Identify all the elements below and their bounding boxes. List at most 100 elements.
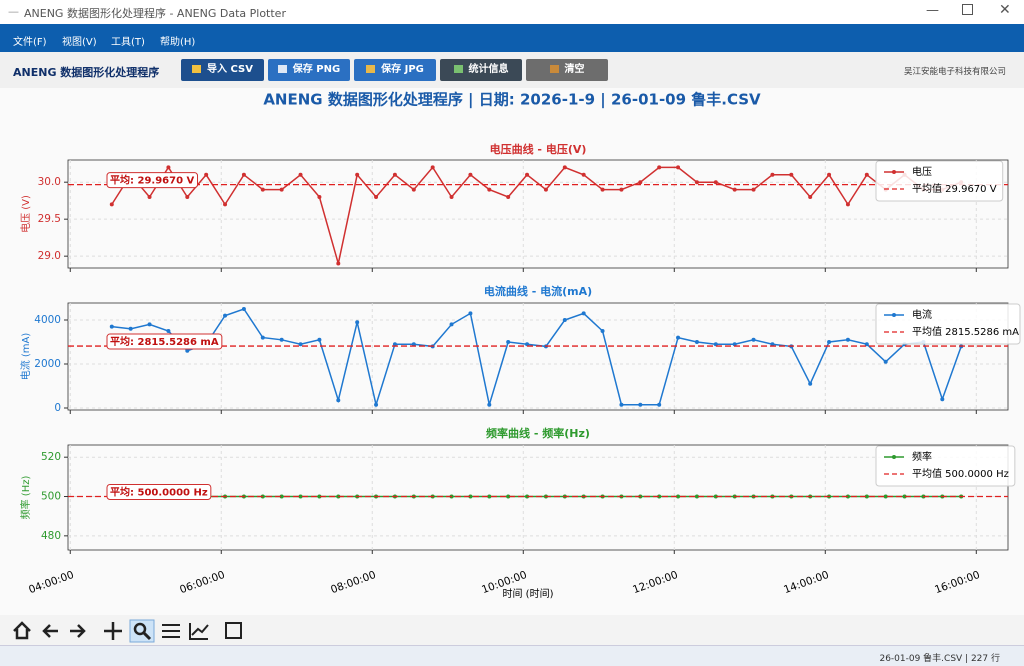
save-png-button[interactable]: 保存 PNG — [268, 59, 350, 81]
minimize-button[interactable]: — — [926, 3, 939, 18]
data-point — [713, 494, 718, 499]
legend-swatch-marker — [892, 313, 896, 317]
data-point — [147, 194, 152, 199]
data-point — [166, 329, 171, 334]
data-point — [449, 194, 454, 199]
x-axis-label: 时间 (时间) — [503, 587, 554, 600]
data-point — [204, 172, 209, 177]
config-icon[interactable] — [162, 624, 180, 638]
data-line — [111, 308, 962, 408]
legend-swatch-marker — [892, 170, 896, 174]
button-label: 清空 — [564, 64, 585, 75]
data-point — [940, 397, 945, 402]
button-label: 导入 CSV — [207, 64, 253, 75]
data-point — [298, 172, 303, 177]
data-point — [845, 202, 850, 207]
forward-icon[interactable] — [70, 624, 86, 638]
data-point — [260, 187, 265, 192]
data-point — [185, 194, 190, 199]
data-point — [902, 494, 907, 499]
data-point — [789, 172, 794, 177]
data-point — [600, 329, 605, 334]
data-point — [562, 318, 567, 323]
plot-area — [67, 159, 1009, 269]
data-point — [619, 402, 624, 407]
legend-label: 电压 — [912, 165, 932, 178]
menu-item[interactable]: 帮助(H) — [160, 37, 196, 48]
y-tick-label: 4000 — [34, 314, 61, 326]
brand: ANENG 数据图形化处理程序 — [13, 66, 160, 79]
data-point — [732, 187, 737, 192]
data-point — [260, 335, 265, 340]
data-point — [600, 187, 605, 192]
legend — [875, 303, 1021, 345]
maximize-button[interactable] — [962, 4, 973, 15]
data-point — [732, 342, 737, 347]
legend-swatch-marker — [892, 455, 896, 459]
data-point — [694, 340, 699, 345]
save-jpg-button[interactable]: 保存 JPG — [354, 59, 436, 81]
data-point — [770, 342, 775, 347]
data-point — [694, 494, 699, 499]
data-point — [317, 494, 322, 499]
nav-icons — [13, 619, 242, 643]
y-tick-label: 29.0 — [38, 250, 61, 262]
data-point — [468, 311, 473, 316]
button-label: 保存 PNG — [292, 64, 341, 75]
data-point — [279, 494, 284, 499]
data-point — [864, 172, 869, 177]
data-point — [430, 165, 435, 170]
toolbar: ANENG 数据图形化处理程序 导入 CSV 保存 PNG 保存 JPG 统计信… — [0, 52, 1024, 89]
mean-label: 平均: 29.9670 V — [110, 174, 195, 187]
data-point — [298, 342, 303, 347]
menu-item[interactable]: 视图(V) — [62, 37, 97, 48]
data-point — [581, 172, 586, 177]
data-point — [638, 402, 643, 407]
window-title: ANENG 数据图形化处理程序 - ANENG Data Plotter — [24, 7, 286, 20]
data-point — [336, 261, 341, 266]
data-point — [355, 172, 360, 177]
edit-icon[interactable] — [189, 623, 209, 640]
data-point — [808, 194, 813, 199]
data-point — [411, 342, 416, 347]
plot-area — [67, 302, 1009, 411]
data-point — [506, 194, 511, 199]
y-axis-label: 电压 (V) — [19, 195, 32, 233]
data-point — [185, 348, 190, 353]
data-point — [657, 494, 662, 499]
zoom-handle — [142, 631, 152, 641]
data-point — [827, 340, 832, 345]
import-button[interactable]: 导入 CSV — [181, 59, 264, 81]
data-point — [827, 172, 832, 177]
stats-button[interactable]: 统计信息 — [440, 59, 522, 81]
company: 吴江安能电子科技有限公司 — [904, 67, 1007, 77]
button-label: 保存 JPG — [381, 64, 424, 75]
mean-label-box — [106, 484, 212, 501]
home-icon[interactable] — [13, 621, 31, 640]
data-point — [468, 494, 473, 499]
data-point — [657, 165, 662, 170]
legend-label: 频率 — [912, 450, 932, 463]
pan-icon[interactable] — [104, 622, 122, 640]
data-point — [392, 172, 397, 177]
figure-title: ANENG 数据图形化处理程序 | 日期: 2026-1-9 | 26-01-0… — [263, 91, 761, 110]
back-icon[interactable] — [42, 624, 58, 638]
y-tick-label: 30.0 — [38, 176, 61, 188]
menu-item[interactable]: 工具(T) — [111, 37, 145, 48]
menu-item[interactable]: 文件(F) — [13, 37, 47, 48]
data-point — [241, 172, 246, 177]
data-point — [770, 172, 775, 177]
y-tick-label: 0 — [54, 402, 61, 414]
close-button[interactable]: ✕ — [999, 2, 1011, 18]
legend-label: 平均值 2815.5286 mA — [912, 325, 1019, 338]
data-point — [506, 340, 511, 345]
save-icon[interactable] — [225, 622, 242, 639]
chart-title: 电流曲线 - 电流(mA) — [484, 284, 592, 298]
data-point — [751, 187, 756, 192]
data-point — [147, 322, 152, 327]
data-point — [525, 172, 530, 177]
data-point — [845, 337, 850, 342]
clear-button[interactable]: 清空 — [526, 59, 608, 81]
mean-label: 平均: 2815.5286 mA — [110, 335, 219, 348]
